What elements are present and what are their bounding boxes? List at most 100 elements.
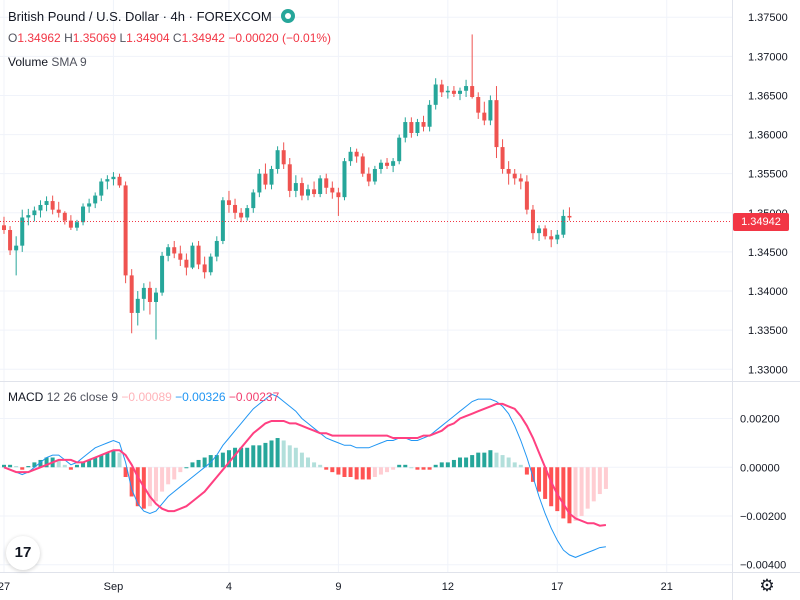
macd-name[interactable]: MACD (8, 390, 44, 404)
volume-label[interactable]: Volume (8, 55, 49, 69)
candle-body (20, 217, 25, 246)
candle-body (415, 122, 420, 133)
macd-histogram-bar (603, 467, 608, 489)
macd-histogram-bar (591, 467, 596, 502)
macd-histogram-bar (178, 467, 183, 473)
close-label: C (172, 31, 182, 45)
signal-line (3, 402, 607, 527)
macd-histogram-bar (549, 467, 554, 507)
macd-histogram-bar (44, 457, 49, 468)
candle-body (239, 212, 244, 218)
macd-histogram (2, 438, 608, 524)
candle-body (14, 245, 19, 251)
candle-body (433, 84, 438, 105)
macd-histogram-bar (20, 467, 25, 470)
macd-histogram-bar (482, 452, 487, 468)
macd-histogram-bar (378, 467, 383, 475)
symbol-title[interactable]: British Pound / U.S. Dollar · 4h · FOREX… (8, 9, 272, 24)
macd-histogram-bar (263, 442, 268, 468)
macd-histogram-bar (287, 445, 292, 468)
macd-histogram-bar (409, 467, 414, 469)
candle-body (220, 200, 225, 241)
candle-body (348, 151, 353, 162)
candle-body (68, 220, 73, 228)
candle-body (318, 178, 323, 195)
candle-body (251, 192, 256, 209)
macd-histogram-bar (403, 464, 408, 468)
candle-body (549, 236, 554, 240)
macd-histogram-bar (561, 467, 566, 519)
candle-body (561, 215, 566, 235)
macd-histogram-bar (26, 466, 31, 468)
candle-body (166, 247, 171, 256)
macd-histogram-bar (14, 466, 19, 468)
macd-tick-label: −0.00400 (740, 560, 786, 572)
macd-legend[interactable]: MACD 12 26 close 9 −0.00089 −0.00326 −0.… (8, 390, 279, 404)
macd-histogram-bar (111, 450, 116, 468)
macd-line (3, 393, 606, 558)
macd-histogram-bar (196, 459, 201, 468)
candle-body (26, 215, 31, 218)
candle-body (500, 147, 505, 169)
macd-histogram-bar (336, 467, 341, 475)
price-tick-label: 1.33000 (748, 364, 788, 376)
macd-histogram-bar (214, 455, 219, 468)
candle-body (464, 86, 469, 91)
macd-lines (3, 393, 607, 558)
candle-body (214, 240, 219, 257)
macd-histogram-bar (555, 467, 560, 512)
price-axis[interactable]: 1.375001.370001.365001.360001.355001.350… (740, 12, 788, 571)
macd-histogram-bar (208, 455, 213, 468)
tradingview-logo-icon[interactable]: 17 (6, 536, 40, 570)
candle-body (312, 189, 317, 195)
candle-body (537, 228, 542, 234)
volume-sma-label: SMA 9 (51, 55, 87, 69)
candle-body (391, 161, 396, 166)
symbol-legend[interactable]: British Pound / U.S. Dollar · 4h · FOREX… (8, 9, 296, 24)
candle-body (2, 225, 6, 231)
candle-body (336, 192, 341, 198)
candle-body (281, 150, 286, 165)
macd-histogram-bar (585, 467, 590, 509)
macd-histogram-bar (38, 459, 43, 468)
candle-body (530, 209, 535, 234)
macd-histogram-bar (348, 467, 353, 477)
candle-body (111, 176, 116, 180)
macd-histogram-bar (433, 464, 438, 468)
macd-histogram-bar (597, 467, 602, 495)
macd-histogram-bar (62, 464, 67, 468)
macd-histogram-bar (415, 467, 420, 470)
candle-body (81, 206, 86, 223)
candle-body (263, 173, 268, 185)
macd-histogram-bar (184, 467, 189, 469)
candle-body (50, 201, 55, 210)
macd-histogram-bar (269, 440, 274, 468)
candle-body (494, 100, 499, 148)
price-tick-label: 1.37500 (748, 12, 788, 24)
candle-body (184, 259, 189, 268)
time-axis[interactable]: 27 Sep 4 9 12 17 21 (0, 581, 673, 593)
candle-body (378, 162, 383, 169)
macd-histogram-bar (573, 467, 578, 521)
candle-body (117, 176, 122, 186)
macd-histogram-bar (421, 467, 426, 470)
macd-histogram-bar (202, 457, 207, 468)
candle-body (470, 86, 475, 98)
macd-histogram-bar (445, 462, 450, 468)
macd-histogram-bar (160, 467, 165, 492)
volume-legend[interactable]: Volume SMA 9 (8, 55, 87, 69)
candle-body (160, 255, 165, 293)
gear-icon[interactable]: ⚙ (759, 576, 775, 595)
macd-histogram-bar (68, 467, 73, 470)
macd-histogram-bar (439, 462, 444, 468)
macd-histogram-bar (239, 447, 244, 468)
candle-body (299, 183, 304, 196)
candle-body (293, 183, 298, 191)
candle-body (93, 195, 98, 204)
candle-body (421, 122, 426, 127)
macd-histogram-bar (129, 467, 134, 497)
macd-histogram-bar (172, 467, 177, 480)
time-tick-label: 27 (0, 581, 10, 593)
candle-body (269, 168, 274, 185)
